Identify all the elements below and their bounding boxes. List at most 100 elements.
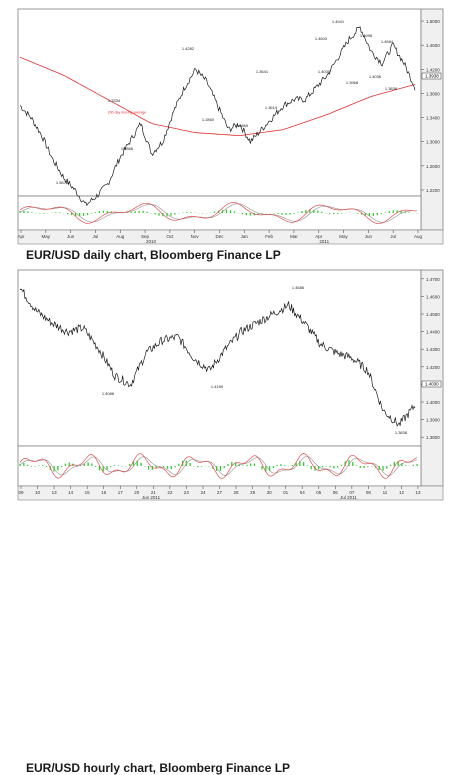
daily-ytick-label: 1.4600 bbox=[426, 43, 440, 48]
daily-histogram-bar bbox=[135, 211, 136, 213]
hourly-histogram-bar bbox=[197, 466, 198, 467]
daily-histogram-bar bbox=[389, 211, 390, 213]
daily-histogram-bar bbox=[131, 212, 132, 213]
daily-price-annotation: 1.5876 bbox=[56, 180, 69, 185]
daily-xtick-label: Feb bbox=[265, 234, 273, 239]
daily-price-annotation: 1.4698 bbox=[360, 33, 373, 38]
hourly-histogram-bar bbox=[280, 464, 281, 466]
daily-histogram-bar bbox=[142, 211, 143, 213]
hourly-histogram-bar bbox=[311, 466, 312, 469]
daily-histogram-bar bbox=[83, 213, 84, 216]
daily-histogram-bar bbox=[293, 213, 294, 214]
hourly-xtick-label: 15 bbox=[85, 490, 91, 495]
hourly-xtick-label: 14 bbox=[68, 490, 74, 495]
hourly-histogram-bar bbox=[273, 466, 274, 468]
daily-histogram-bar bbox=[242, 213, 243, 214]
daily-xtick-label: Aug bbox=[414, 234, 423, 239]
daily-chart-caption: EUR/USD daily chart, Bloomberg Finance L… bbox=[26, 248, 281, 262]
daily-histogram-bar bbox=[174, 213, 175, 215]
hourly-histogram-bar bbox=[329, 466, 330, 467]
hourly-ytick-label: 1.3900 bbox=[426, 418, 440, 423]
hourly-histogram-bar bbox=[65, 464, 66, 466]
daily-ytick-label: 1.2200 bbox=[426, 188, 440, 193]
daily-price-annotation: 1.4035 bbox=[318, 69, 331, 74]
hourly-price-annotation: 1.4086 bbox=[102, 391, 115, 396]
daily-histogram-bar bbox=[377, 213, 378, 215]
hourly-histogram-bar bbox=[363, 466, 364, 468]
daily-histogram-bar bbox=[99, 211, 100, 213]
daily-histogram-bar bbox=[230, 210, 231, 213]
hourly-histogram-bar bbox=[23, 463, 24, 466]
hourly-xtick-label: 13 bbox=[415, 490, 421, 495]
daily-xtick-label: Apr bbox=[17, 234, 25, 239]
daily-histogram-bar bbox=[154, 213, 155, 214]
daily-ytick-label: 1.3400 bbox=[426, 116, 440, 121]
daily-histogram-bar bbox=[321, 212, 322, 213]
daily-price-annotation: 1.3334 bbox=[108, 98, 121, 103]
daily-histogram-bar bbox=[186, 212, 187, 213]
daily-histogram-bar bbox=[373, 213, 374, 216]
hourly-histogram-bar bbox=[341, 465, 342, 466]
daily-histogram-bar bbox=[146, 212, 147, 213]
hourly-histogram-bar bbox=[284, 465, 285, 466]
hourly-ytick-label: 1.4700 bbox=[426, 277, 440, 282]
hourly-xtick-label: 17 bbox=[118, 490, 124, 495]
hourly-price-annotation: 1.4586 bbox=[292, 285, 305, 290]
hourly-histogram-bar bbox=[405, 465, 406, 466]
hourly-histogram-bar bbox=[171, 466, 172, 469]
hourly-histogram-bar bbox=[31, 466, 32, 467]
hourly-xtick-label: 22 bbox=[167, 490, 173, 495]
daily-histogram-bar bbox=[23, 211, 24, 213]
daily-price-annotation: 1.4584 bbox=[381, 39, 394, 44]
hourly-histogram-bar bbox=[303, 462, 304, 466]
daily-histogram-bar bbox=[333, 213, 334, 214]
daily-chart-svg: 1.50001.46001.42001.38001.34001.30001.26… bbox=[0, 0, 456, 262]
hourly-histogram-bar bbox=[118, 465, 119, 466]
daily-price-annotation: 1.2860 bbox=[202, 117, 215, 122]
hourly-histogram-bar bbox=[220, 466, 221, 471]
daily-histogram-bar bbox=[289, 213, 290, 215]
hourly-histogram-bar bbox=[382, 466, 383, 471]
hourly-xtick-label: 16 bbox=[101, 490, 107, 495]
hourly-price-annotation: 1.3838 bbox=[395, 430, 408, 435]
daily-period-label: 2010 bbox=[146, 239, 157, 244]
hourly-histogram-bar bbox=[61, 466, 62, 467]
hourly-xtick-label: 29 bbox=[250, 490, 256, 495]
hourly-histogram-bar bbox=[57, 466, 58, 470]
hourly-histogram-bar bbox=[167, 466, 168, 469]
daily-price-annotation: 1.3619 bbox=[265, 105, 278, 110]
daily-xtick-label: Oct bbox=[166, 234, 174, 239]
daily-histogram-bar bbox=[381, 213, 382, 214]
daily-xtick-label: Mar bbox=[290, 234, 298, 239]
daily-histogram-bar bbox=[91, 213, 92, 214]
daily-ytick-label: 1.4200 bbox=[426, 67, 440, 72]
daily-histogram-bar bbox=[408, 212, 409, 213]
hourly-xtick-label: 12 bbox=[399, 490, 405, 495]
hourly-xtick-label: 30 bbox=[267, 490, 273, 495]
daily-histogram-bar bbox=[170, 213, 171, 216]
daily-histogram-bar bbox=[301, 211, 302, 213]
daily-histogram-bar bbox=[43, 213, 44, 214]
hourly-histogram-bar bbox=[46, 466, 47, 467]
hourly-histogram-bar bbox=[110, 466, 111, 467]
hourly-xtick-label: 24 bbox=[200, 490, 206, 495]
hourly-chart-panel: 1.47001.46001.45001.44001.43001.42001.41… bbox=[0, 262, 456, 519]
hourly-histogram-bar bbox=[144, 466, 145, 467]
hourly-last-price-tag: 1.4030 bbox=[425, 382, 439, 387]
daily-xtick-label: Nov bbox=[191, 234, 200, 239]
daily-histogram-bar bbox=[234, 212, 235, 213]
hourly-xtick-label: 10 bbox=[35, 490, 41, 495]
hourly-histogram-bar bbox=[148, 466, 149, 469]
daily-histogram-bar bbox=[226, 210, 227, 213]
hourly-xtick-label: 05 bbox=[316, 490, 322, 495]
daily-ytick-label: 1.5000 bbox=[426, 19, 440, 24]
daily-histogram-bar bbox=[190, 212, 191, 213]
daily-histogram-bar bbox=[103, 211, 104, 213]
hourly-ytick-label: 1.4300 bbox=[426, 347, 440, 352]
daily-histogram-bar bbox=[27, 211, 28, 213]
daily-price-annotation: 1.4603 bbox=[315, 36, 328, 41]
daily-histogram-bar bbox=[297, 212, 298, 213]
hourly-xtick-label: 06 bbox=[333, 490, 339, 495]
hourly-xtick-label: 04 bbox=[300, 490, 306, 495]
daily-histogram-bar bbox=[281, 213, 282, 215]
